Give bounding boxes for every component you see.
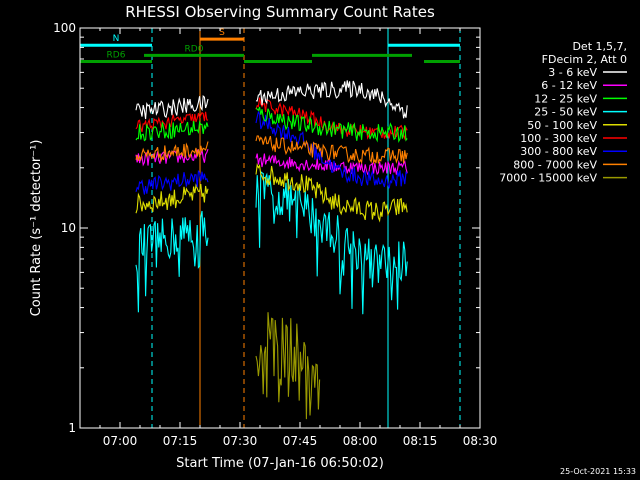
series-25_50keV	[135, 170, 408, 315]
legend-label: 50 - 100 keV	[527, 119, 597, 132]
flag-label-RD0: RD0	[185, 44, 204, 54]
x-tick-label: 07:30	[223, 434, 258, 448]
plot-frame	[79, 27, 481, 429]
flag-label-S: S	[219, 28, 225, 38]
x-tick-label: 08:15	[403, 434, 438, 448]
x-tick-label: 08:30	[463, 434, 498, 448]
x-tick-label: 07:00	[103, 434, 138, 448]
legend-header-line: FDecim 2, Att 0	[542, 53, 627, 66]
series-12_25keV	[135, 106, 408, 143]
legend-header-line: Det 1,5,7,	[572, 40, 627, 53]
series-800_7000keV	[135, 135, 408, 165]
axes: 07:00 07:15 07:30 07:45 08:00 08:15 08:30 1 10 10…	[53, 21, 497, 448]
plot-area	[79, 28, 461, 428]
flag-label-RD6: RD6	[107, 50, 126, 60]
legend-label: 7000 - 15000 keV	[499, 172, 597, 185]
y-tick-label: 1	[68, 421, 76, 435]
chart-title: RHESSI Observing Summary Count Rates	[125, 3, 435, 21]
date-stamp: 25-Oct-2021 15:33	[560, 467, 636, 476]
y-axis-label: Count Rate (s⁻¹ detector⁻¹)	[29, 140, 44, 317]
flag-bars: N S RD0 RD6	[80, 28, 460, 63]
series-50_100keV	[135, 163, 408, 223]
series-7000_15000keV	[255, 312, 321, 420]
legend-label: 100 - 300 keV	[520, 132, 597, 145]
legend-label: 25 - 50 keV	[534, 106, 597, 119]
legend-label: 3 - 6 keV	[548, 66, 597, 79]
flag-label-N: N	[113, 34, 120, 44]
series-100_300keV	[135, 97, 408, 141]
legend-label: 300 - 800 keV	[520, 145, 597, 158]
series-3_6keV	[135, 80, 408, 120]
x-tick-label: 07:45	[283, 434, 318, 448]
y-tick-label: 10	[61, 221, 76, 235]
legend-label: 12 - 25 keV	[534, 92, 597, 105]
x-axis-label: Start Time (07-Jan-16 06:50:02)	[176, 456, 384, 471]
y-tick-label: 100	[53, 21, 76, 35]
legend-label: 6 - 12 keV	[541, 79, 597, 92]
x-tick-label: 07:15	[163, 434, 198, 448]
legend-label: 800 - 7000 keV	[513, 158, 597, 171]
x-tick-label: 08:00	[343, 434, 378, 448]
